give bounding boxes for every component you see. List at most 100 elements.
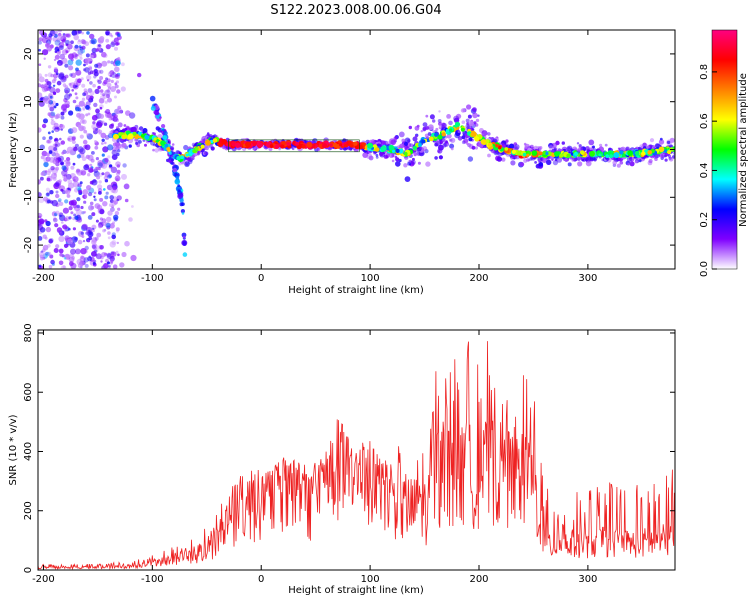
noise-point <box>38 215 42 219</box>
spectral-spread-point <box>375 156 379 159</box>
spectral-spread-point <box>523 142 527 146</box>
noise-point <box>86 226 93 234</box>
spectral-spread-point <box>585 160 592 167</box>
branch-point <box>181 202 185 207</box>
spectral-spread-point <box>588 139 595 146</box>
spectral-spread-point <box>468 121 474 127</box>
noise-point <box>107 261 110 265</box>
noise-point <box>131 205 134 208</box>
spectrogram-x-label: Height of straight line (km) <box>288 285 424 296</box>
noise-point <box>75 59 82 66</box>
noise-point <box>107 210 113 216</box>
noise-point <box>84 67 90 73</box>
noise-point <box>98 98 105 104</box>
noise-point <box>53 58 57 62</box>
noise-point <box>101 265 108 269</box>
noise-point <box>101 218 107 224</box>
spectral-spread-point <box>152 148 155 152</box>
spectral-spread-point <box>467 156 474 162</box>
ridge-point <box>132 131 137 136</box>
spectral-spread-point <box>391 159 395 163</box>
branch-point <box>162 135 168 140</box>
noise-point <box>68 216 72 220</box>
noise-point <box>124 240 130 247</box>
branch-point <box>171 158 174 162</box>
noise-point <box>38 83 42 88</box>
noise-point <box>57 62 61 66</box>
noise-point <box>58 155 64 162</box>
noise-point <box>82 139 88 145</box>
noise-point <box>89 163 93 167</box>
branch-point <box>174 179 181 185</box>
spectral-spread-point <box>661 154 664 158</box>
noise-point <box>64 74 69 79</box>
spectral-spread-point <box>576 142 580 145</box>
noise-point <box>110 41 116 48</box>
noise-point <box>63 257 67 260</box>
noise-point <box>94 236 99 241</box>
noise-point <box>112 264 118 269</box>
noise-point <box>98 180 102 184</box>
noise-point <box>67 238 73 245</box>
ridge-point <box>301 144 306 149</box>
noise-point <box>64 89 69 94</box>
spectral-spread-point <box>460 108 466 113</box>
noise-point <box>83 257 89 263</box>
noise-point <box>99 209 105 215</box>
ridge-point <box>367 142 374 149</box>
noise-point <box>102 201 108 207</box>
noise-point <box>54 140 58 144</box>
noise-point <box>66 194 71 198</box>
spectral-spread-point <box>461 120 466 124</box>
spectral-spread-point <box>457 130 461 133</box>
noise-point <box>59 45 64 50</box>
noise-point <box>49 95 53 99</box>
noise-point <box>109 199 114 204</box>
noise-point <box>83 200 87 204</box>
noise-point <box>75 248 81 255</box>
noise-point <box>73 80 79 86</box>
spectral-spread-point <box>204 151 209 156</box>
noise-point <box>83 129 88 134</box>
noise-point <box>52 217 57 221</box>
snr-frame <box>37 329 676 571</box>
spectral-spread-point <box>668 156 674 162</box>
ridge-point <box>192 149 197 154</box>
noise-point <box>125 110 131 116</box>
noise-point <box>47 65 52 69</box>
spectral-spread-point <box>461 135 466 140</box>
noise-point <box>42 244 49 251</box>
noise-point <box>87 256 93 262</box>
ridge-point <box>449 128 453 132</box>
spectral-spread-point <box>438 155 443 160</box>
noise-point <box>106 82 112 88</box>
noise-point <box>40 176 44 181</box>
colorbar-label: Normalized spectral amplitude <box>738 73 749 227</box>
noise-point <box>55 210 60 215</box>
noise-point <box>72 99 77 104</box>
noise-point <box>110 187 113 190</box>
noise-point <box>82 108 86 111</box>
noise-point <box>69 73 73 77</box>
spectral-spread-point <box>654 157 658 161</box>
noise-point <box>115 250 119 254</box>
noise-point <box>84 263 89 268</box>
noise-point <box>99 106 103 110</box>
spectral-spread-point <box>475 118 480 123</box>
noise-point <box>67 94 72 99</box>
noise-point <box>76 154 81 159</box>
ridge-point <box>434 132 439 137</box>
noise-point <box>101 142 104 145</box>
ridge-point <box>306 141 313 148</box>
noise-point <box>97 224 103 229</box>
noise-point <box>84 195 88 199</box>
spectral-spread-point <box>578 144 582 148</box>
noise-point <box>59 53 66 60</box>
noise-point <box>58 230 65 236</box>
x-tick-label: 300 <box>578 574 597 585</box>
spectral-spread-point <box>666 140 671 145</box>
noise-point <box>43 118 48 124</box>
noise-point <box>101 162 108 169</box>
spectral-spread-point <box>625 146 630 152</box>
noise-point <box>38 37 43 42</box>
